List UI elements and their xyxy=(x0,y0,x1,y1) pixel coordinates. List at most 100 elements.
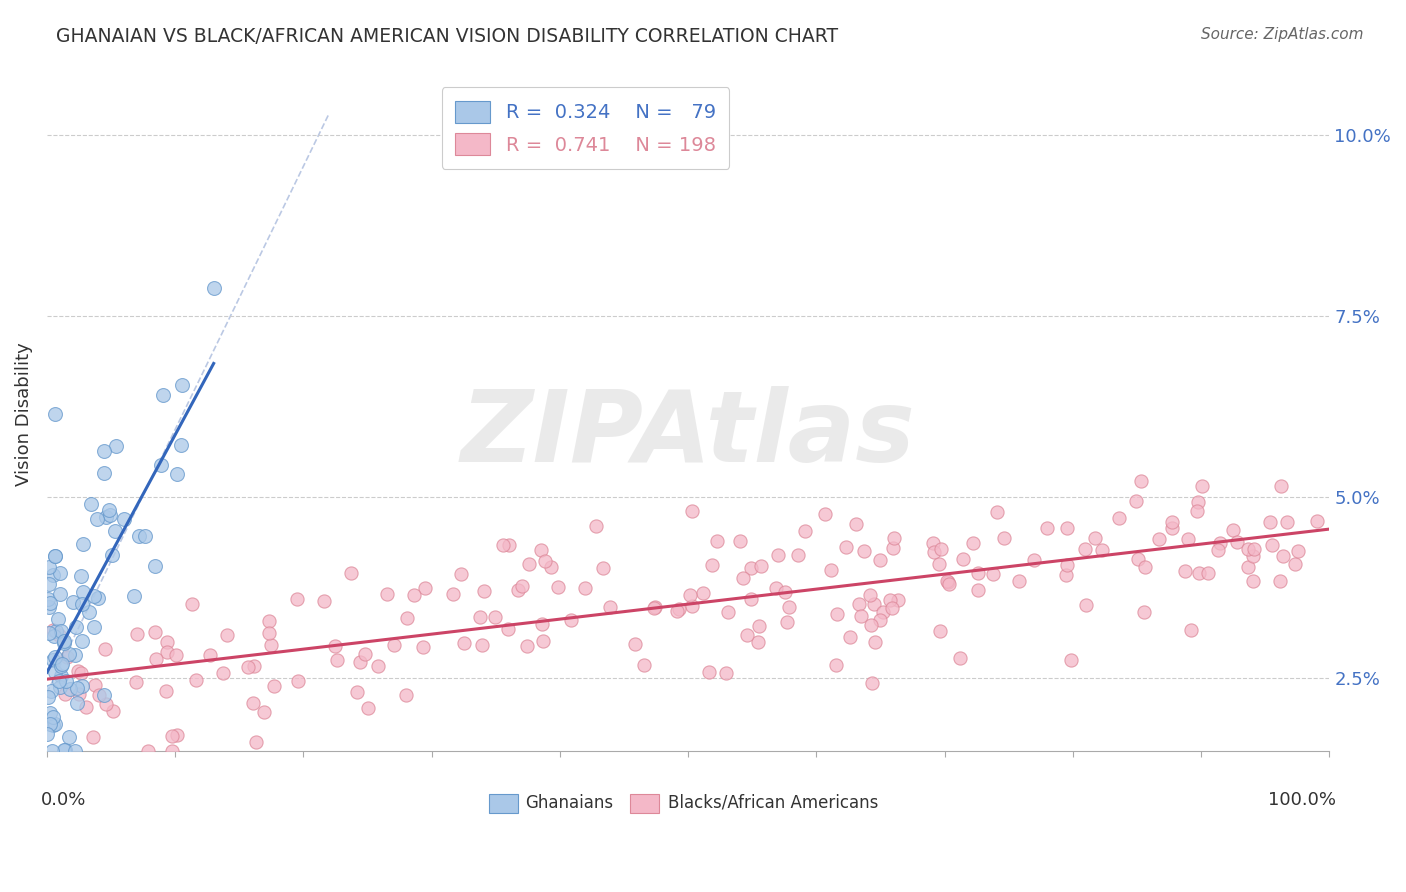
Point xyxy=(531,617,554,632)
Point xyxy=(150,458,173,472)
Point xyxy=(1241,549,1264,563)
FancyBboxPatch shape xyxy=(630,795,658,814)
Point xyxy=(136,744,159,758)
Text: 0.0%: 0.0% xyxy=(41,791,86,809)
Point xyxy=(1241,574,1264,588)
Point xyxy=(42,623,65,637)
Point xyxy=(496,622,519,636)
Point xyxy=(45,624,67,638)
Point xyxy=(681,599,703,613)
Point xyxy=(929,542,952,557)
Point xyxy=(952,551,974,566)
Point xyxy=(1260,538,1282,552)
Point xyxy=(749,559,772,574)
Point xyxy=(967,566,990,580)
Point xyxy=(42,710,65,724)
Point xyxy=(531,633,554,648)
Point xyxy=(51,657,73,672)
Point xyxy=(863,635,886,649)
Point xyxy=(72,584,94,599)
Point xyxy=(516,639,538,653)
Point xyxy=(170,438,193,452)
Point xyxy=(353,647,375,661)
Point xyxy=(592,560,614,574)
Point xyxy=(198,648,221,663)
Point xyxy=(287,673,309,688)
Point xyxy=(1174,564,1197,578)
Point xyxy=(160,729,183,743)
Point xyxy=(134,529,156,543)
Point xyxy=(692,586,714,600)
Point xyxy=(104,439,127,453)
Point xyxy=(1258,515,1281,529)
Point xyxy=(155,684,177,698)
Point xyxy=(253,705,276,719)
Point xyxy=(863,597,886,611)
Point xyxy=(66,696,89,710)
Point xyxy=(55,650,77,665)
Point xyxy=(156,645,179,659)
Point xyxy=(540,560,562,574)
Point xyxy=(181,597,204,611)
Point xyxy=(170,378,193,392)
Point xyxy=(98,502,121,516)
Point xyxy=(922,544,945,558)
Point xyxy=(880,600,903,615)
Point xyxy=(859,617,882,632)
Point xyxy=(1128,552,1150,566)
Point xyxy=(323,639,346,653)
Point xyxy=(263,679,285,693)
Point xyxy=(70,679,93,693)
Point xyxy=(1206,542,1229,557)
Point xyxy=(58,648,80,662)
Point xyxy=(38,599,60,614)
Point xyxy=(1024,553,1046,567)
Point xyxy=(776,615,799,629)
Point xyxy=(824,658,846,673)
Point xyxy=(1108,511,1130,525)
Point xyxy=(62,594,84,608)
Point xyxy=(382,638,405,652)
Point xyxy=(1161,521,1184,535)
Point xyxy=(245,735,267,749)
Point xyxy=(38,577,60,591)
Point xyxy=(48,587,70,601)
Point xyxy=(257,625,280,640)
Point xyxy=(357,701,380,715)
Point xyxy=(82,730,104,744)
Point xyxy=(633,658,655,673)
Point xyxy=(928,624,950,639)
Point xyxy=(453,636,475,650)
Point xyxy=(48,612,70,626)
Point xyxy=(498,538,520,552)
Y-axis label: Vision Disability: Vision Disability xyxy=(15,343,32,486)
Point xyxy=(1074,542,1097,557)
Point xyxy=(887,593,910,607)
Point xyxy=(470,610,492,624)
Point xyxy=(93,466,115,480)
Point xyxy=(37,592,59,607)
Point xyxy=(285,592,308,607)
Text: 100.0%: 100.0% xyxy=(1268,791,1336,809)
Point xyxy=(53,742,76,756)
Point xyxy=(787,548,810,562)
Point xyxy=(44,665,66,679)
Point xyxy=(145,652,167,666)
Legend: R =  0.324    N =   79, R =  0.741    N = 198: R = 0.324 N = 79, R = 0.741 N = 198 xyxy=(441,87,730,169)
Point xyxy=(70,597,93,611)
Point xyxy=(793,524,815,539)
Point xyxy=(773,584,796,599)
Point xyxy=(65,620,87,634)
Point xyxy=(1268,574,1291,589)
Text: Ghanaians: Ghanaians xyxy=(526,794,613,812)
Point xyxy=(860,676,883,690)
Point xyxy=(547,580,569,594)
Point xyxy=(585,518,607,533)
Point xyxy=(700,558,723,572)
Point xyxy=(748,619,770,633)
Point xyxy=(37,727,59,741)
Point xyxy=(872,605,894,619)
Point xyxy=(38,626,60,640)
Point xyxy=(510,578,533,592)
Point xyxy=(1209,536,1232,550)
